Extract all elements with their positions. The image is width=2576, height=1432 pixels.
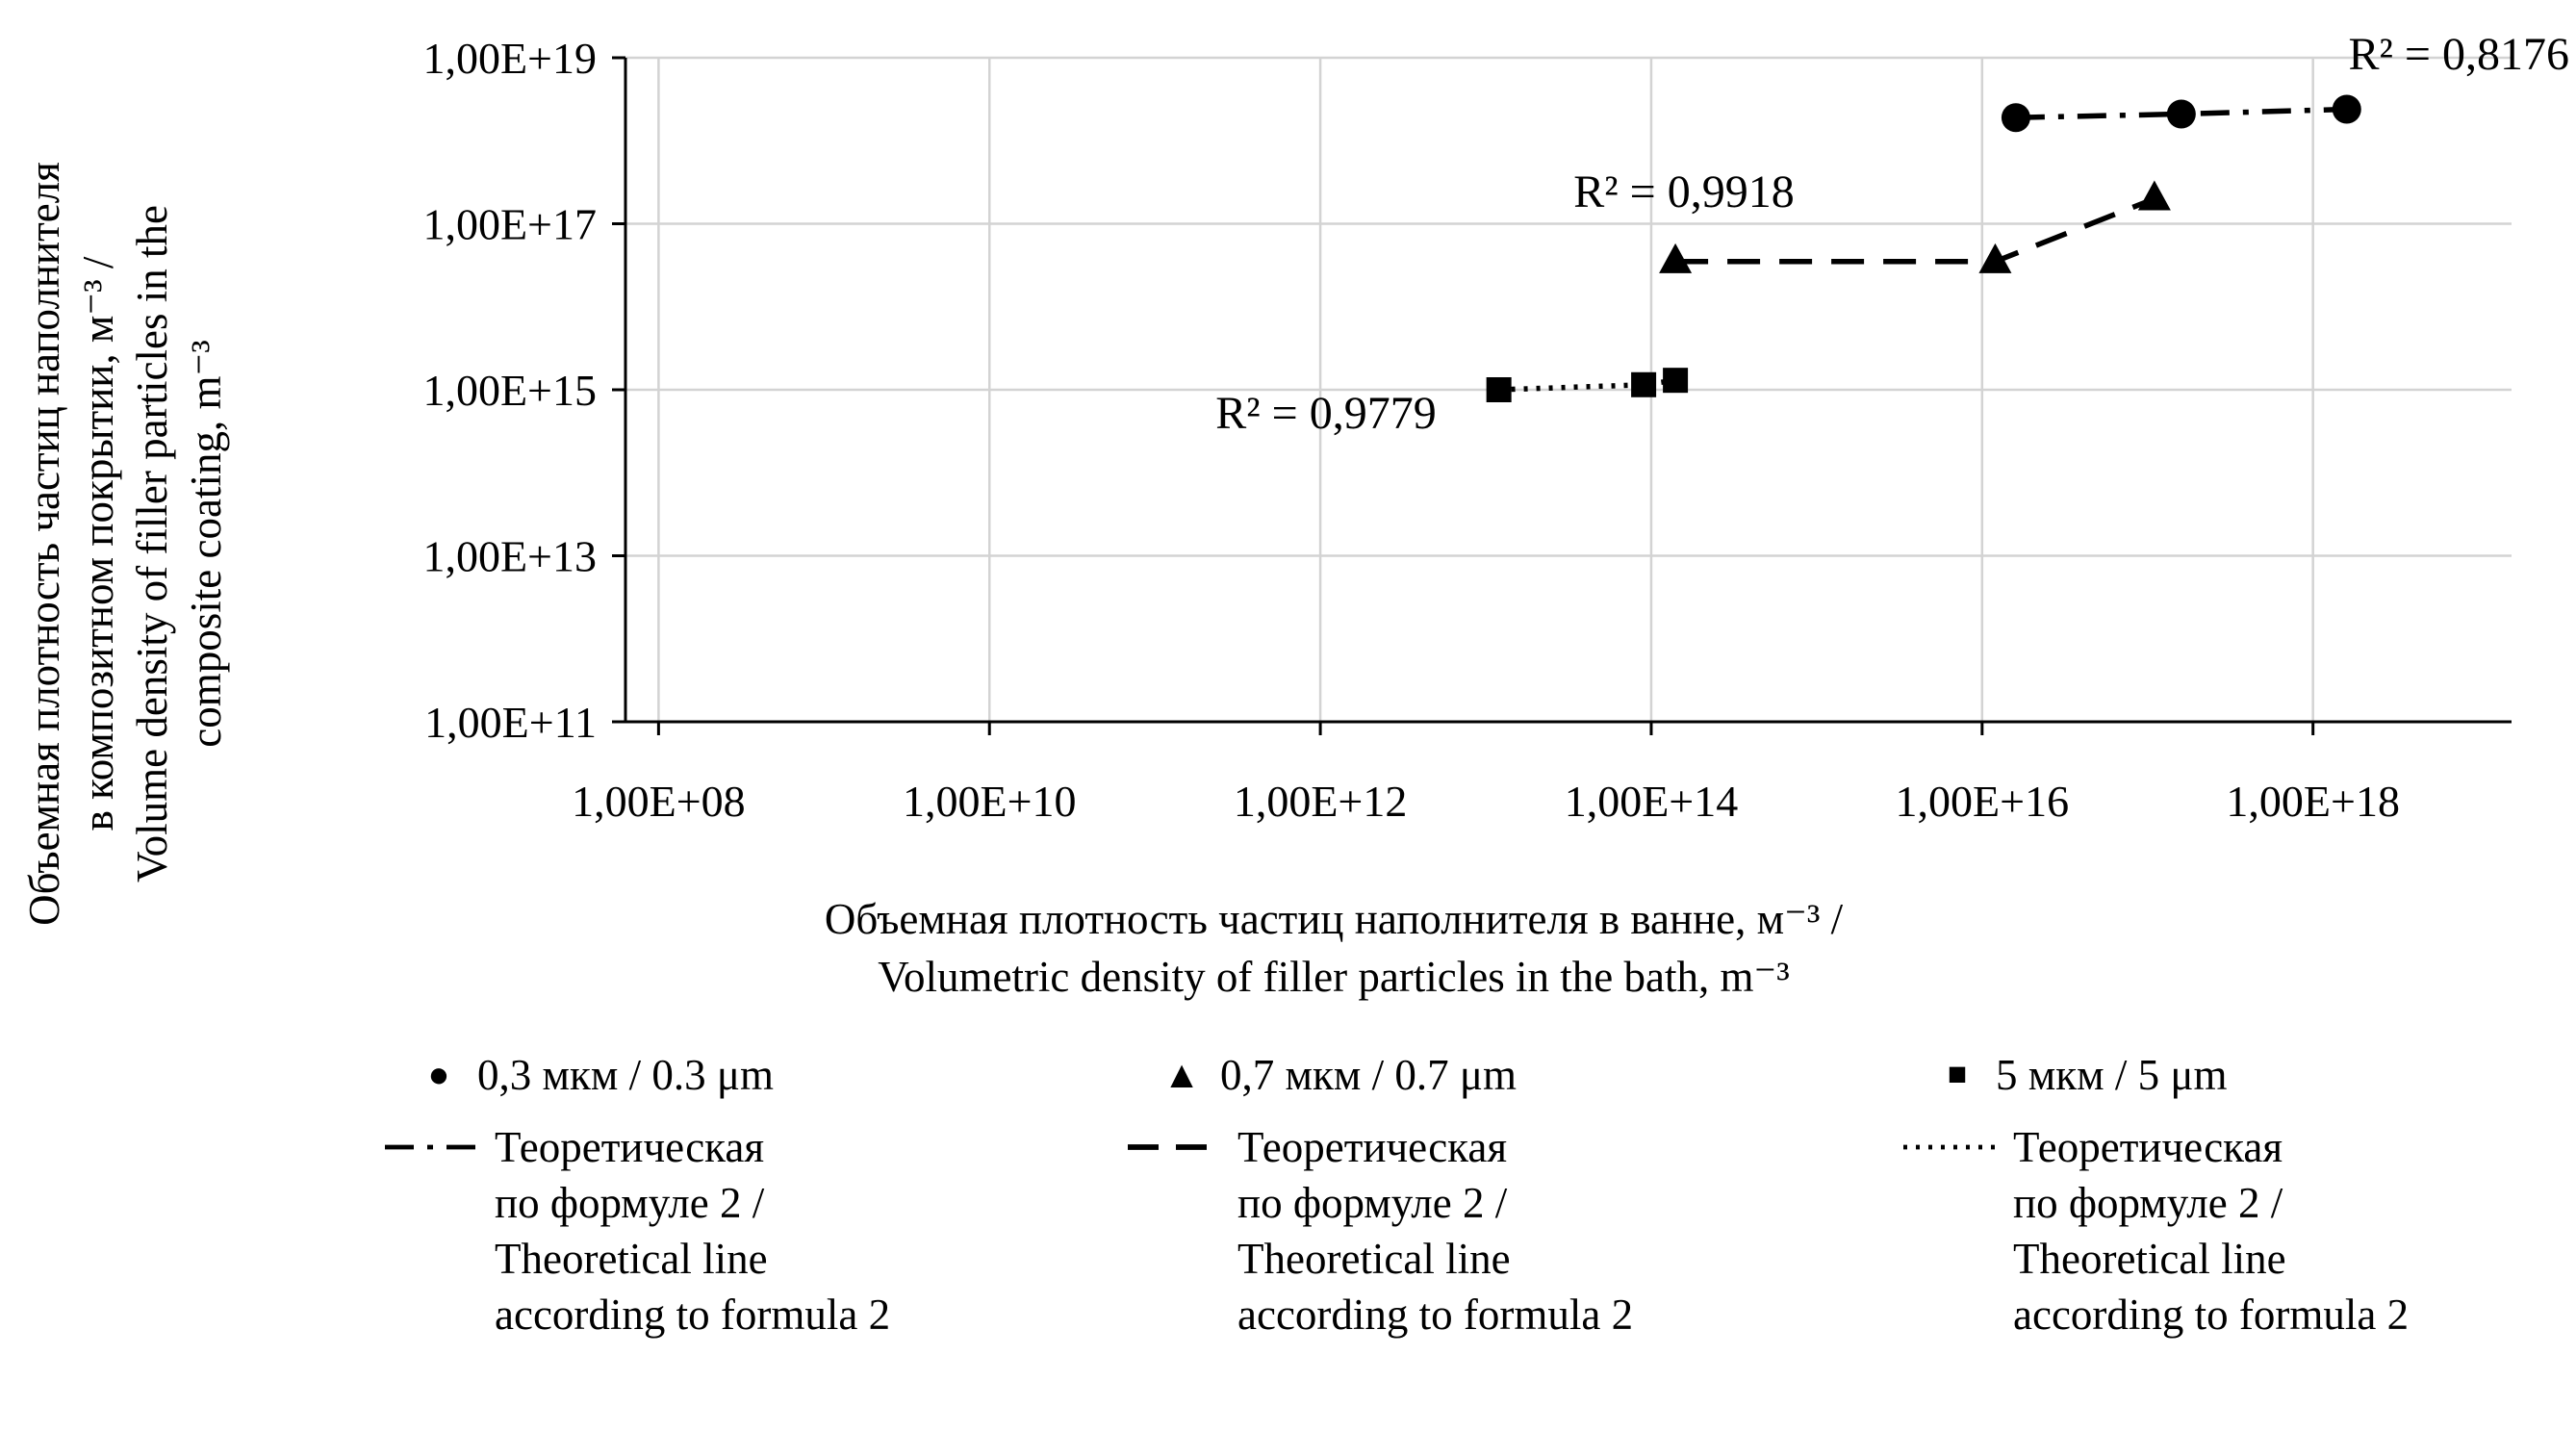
chart-legend: ● 0,3 мкм / 0.3 μm Теоретическая по форм…	[0, 1044, 2576, 1391]
y-axis-title-line: Volume density of filler particles in th…	[128, 205, 176, 883]
dashed-line-icon	[1128, 1144, 1222, 1150]
theory-label-line: по формуле 2 /	[1237, 1179, 1508, 1227]
square-marker	[1663, 368, 1689, 394]
legend-theory-entry: Теоретическая по формуле 2 / Theoretical…	[1126, 1119, 1799, 1342]
triangle-marker-icon: ▲	[1162, 1053, 1201, 1096]
r-squared-label: R² = 0,8176	[2349, 29, 2569, 80]
theory-label-line: по формуле 2 /	[2013, 1179, 2283, 1227]
theory-label-line: Теоретическая	[495, 1123, 765, 1171]
y-tick-label: 1,00E+15	[422, 366, 597, 415]
legend-theory-label: Теоретическая по формуле 2 / Theoretical…	[2013, 1119, 2409, 1342]
legend-column-0.3um: ● 0,3 мкм / 0.3 μm Теоретическая по форм…	[383, 1044, 1057, 1342]
theory-label-line: Theoretical line	[2013, 1235, 2286, 1283]
legend-series-entry: ▲ 0,7 мкм / 0.7 μm	[1155, 1044, 1799, 1106]
plot-area: 1,00E+08 1,00E+10 1,00E+12 1,00E+14 1,00E+16…	[422, 29, 2569, 826]
dotted-line-icon	[1903, 1144, 1998, 1150]
circle-marker	[2001, 103, 2030, 133]
x-axis-title-line: Объемная плотность частиц наполнителя в …	[824, 895, 1844, 943]
legend-theory-label: Теоретическая по формуле 2 / Theoretical…	[495, 1119, 890, 1342]
square-marker-icon: ■	[1947, 1057, 1968, 1092]
legend-theory-entry: Теоретическая по формуле 2 / Theoretical…	[383, 1119, 1057, 1342]
x-axis-title: Объемная плотность частиц наполнителя в …	[625, 890, 2042, 1006]
x-tick-label: 1,00E+10	[903, 777, 1077, 826]
square-marker	[1486, 377, 1512, 402]
legend-series-entry: ● 0,3 мкм / 0.3 μm	[412, 1044, 1057, 1106]
x-tick-label: 1,00E+12	[1234, 777, 1408, 826]
circle-marker	[2166, 99, 2196, 129]
dash-dot-line-icon	[385, 1144, 479, 1150]
legend-column-5um: ■ 5 мкм / 5 μm Теоретическая по формуле …	[1901, 1044, 2575, 1342]
legend-theory-label: Теоретическая по формуле 2 / Theoretical…	[1237, 1119, 1633, 1342]
r-squared-label: R² = 0,9779	[1215, 388, 1436, 439]
y-axis-title-line: Объемная плотность частиц наполнителя	[20, 162, 68, 926]
y-tick-label: 1,00E+13	[422, 532, 597, 581]
theory-label-line: according to formula 2	[2013, 1291, 2410, 1339]
x-tick-label: 1,00E+16	[1896, 777, 2070, 826]
legend-column-0.7um: ▲ 0,7 мкм / 0.7 μm Теоретическая по форм…	[1126, 1044, 1799, 1342]
triangle-marker	[1659, 243, 1693, 273]
y-axis-title-line: composite coating, m⁻³	[182, 340, 230, 748]
theory-label-line: Теоретическая	[2013, 1123, 2283, 1171]
legend-size-label: 5 мкм / 5 μm	[1996, 1051, 2228, 1099]
triangle-marker	[2137, 180, 2171, 211]
legend-series-entry: ■ 5 мкм / 5 μm	[1930, 1044, 2575, 1106]
legend-size-label: 0,7 мкм / 0.7 μm	[1220, 1051, 1517, 1099]
x-tick-label: 1,00E+18	[2226, 777, 2400, 826]
circle-marker-icon: ●	[427, 1055, 450, 1095]
square-marker	[1631, 371, 1657, 397]
theory-label-line: по формуле 2 /	[495, 1179, 765, 1227]
theory-label-line: Theoretical line	[495, 1235, 768, 1283]
y-axis-title-line: в композитном покрытии, м⁻³ /	[74, 256, 122, 831]
legend-size-label: 0,3 мкм / 0.3 μm	[477, 1051, 774, 1099]
theory-label-line: Theoretical line	[1237, 1235, 1511, 1283]
x-axis-title-line: Volumetric density of filler particles i…	[878, 953, 1790, 1001]
theory-label-line: Теоретическая	[1237, 1123, 1508, 1171]
x-tick-label: 1,00E+14	[1565, 777, 1739, 826]
r-squared-label: R² = 0,9918	[1573, 166, 1794, 217]
y-axis-title: Объемная плотность частиц наполнителя в …	[17, 0, 233, 1097]
triangle-marker	[1978, 243, 2012, 273]
y-tick-label: 1,00E+19	[422, 34, 597, 83]
theory-label-line: according to formula 2	[1237, 1291, 1634, 1339]
theory-label-line: according to formula 2	[495, 1291, 891, 1339]
circle-marker	[2332, 94, 2361, 124]
y-tick-label: 1,00E+17	[422, 200, 597, 249]
legend-theory-entry: Теоретическая по формуле 2 / Theoretical…	[1901, 1119, 2575, 1342]
x-tick-label: 1,00E+08	[572, 777, 746, 826]
y-tick-label: 1,00E+11	[424, 698, 597, 747]
